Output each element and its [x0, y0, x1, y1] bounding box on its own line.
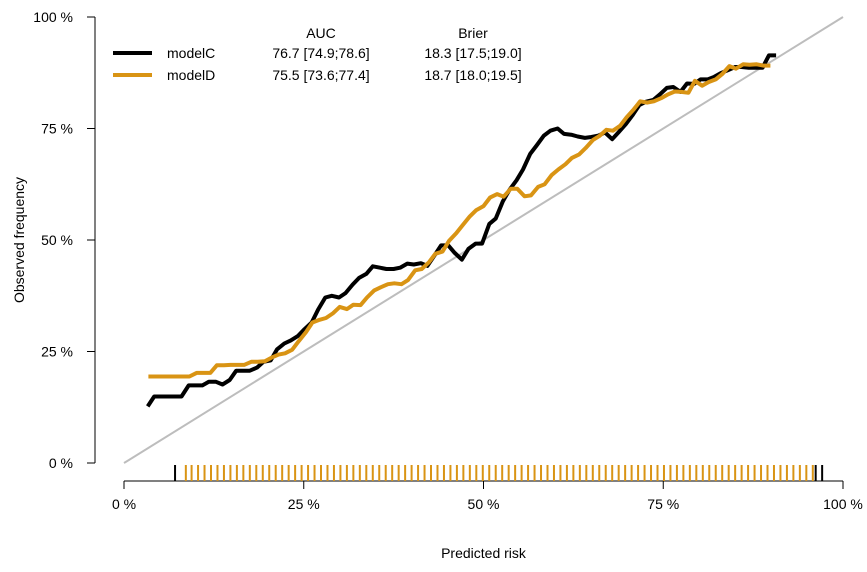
series-line-modelD	[148, 62, 771, 379]
axes: 0 % 25 % 50 % 75 % 100 % 0 % 25 % 50 % 75 % 100 %	[33, 9, 863, 512]
x-axis-title: Predicted risk	[441, 545, 527, 561]
y-tick-label: 0 %	[49, 455, 73, 471]
x-tick-label: 100 %	[823, 496, 863, 512]
rug-ticks	[174, 465, 824, 481]
series-layer	[146, 53, 777, 408]
y-tick-label: 50 %	[41, 232, 73, 248]
legend-brier-modelD: 18.7 [18.0;19.5]	[424, 67, 521, 83]
x-tick-label: 75 %	[647, 496, 679, 512]
legend-header-auc: AUC	[306, 25, 336, 41]
legend-label-modelD: modelD	[167, 67, 215, 83]
x-tick-label: 0 %	[112, 496, 136, 512]
legend-auc-modelC: 76.7 [74.9;78.6]	[272, 45, 369, 61]
y-tick-label: 100 %	[33, 9, 73, 25]
x-tick-label: 50 %	[468, 496, 500, 512]
y-axis-title: Observed frequency	[11, 177, 27, 303]
legend-auc-modelD: 75.5 [73.6;77.4]	[272, 67, 369, 83]
series-line-modelC	[146, 53, 777, 408]
legend: AUC Brier modelC 76.7 [74.9;78.6] 18.3 [17.5…	[113, 25, 522, 83]
legend-brier-modelC: 18.3 [17.5;19.0]	[424, 45, 521, 61]
y-tick-label: 75 %	[41, 121, 73, 137]
y-tick-label: 25 %	[41, 344, 73, 360]
legend-header-brier: Brier	[458, 25, 488, 41]
legend-label-modelC: modelC	[167, 45, 215, 61]
x-tick-label: 25 %	[288, 496, 320, 512]
